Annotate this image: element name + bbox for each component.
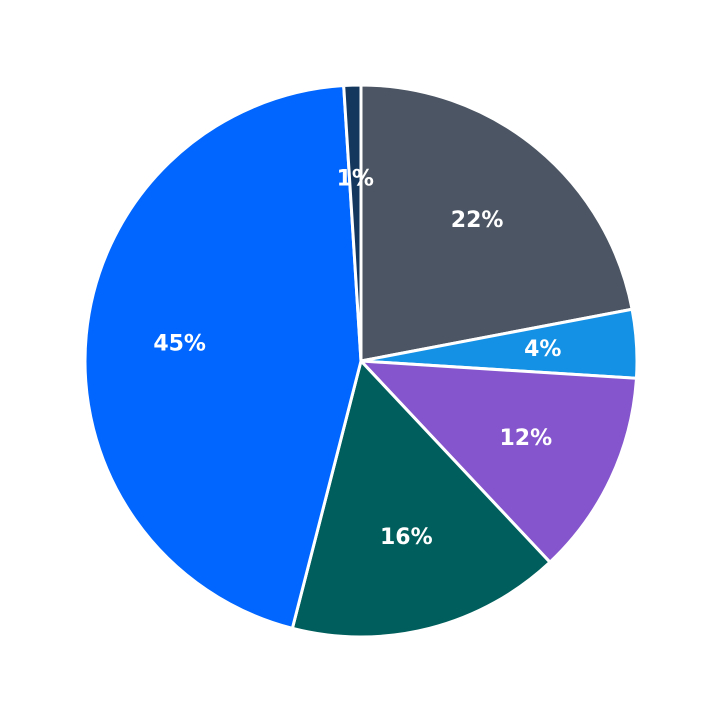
pie-slice-label-2: 12%	[499, 426, 552, 451]
pie-slice-label-0: 22%	[451, 208, 504, 233]
pie-slice-5	[342, 83, 363, 363]
pie-slices	[83, 83, 639, 639]
pie-slice-label-4: 45%	[153, 331, 206, 356]
pie-slice-0	[359, 83, 634, 363]
pie-slice-label-1: 4%	[524, 337, 561, 362]
pie-labels: 22% 4% 12% 16% 45% 1%	[153, 166, 561, 550]
pie-slice-3	[290, 359, 552, 639]
pie-slice-label-3: 16%	[380, 525, 433, 550]
pie-slice-label-5: 1%	[337, 166, 374, 191]
pie-slice-2	[359, 359, 638, 564]
pie-slice-4	[83, 84, 363, 630]
